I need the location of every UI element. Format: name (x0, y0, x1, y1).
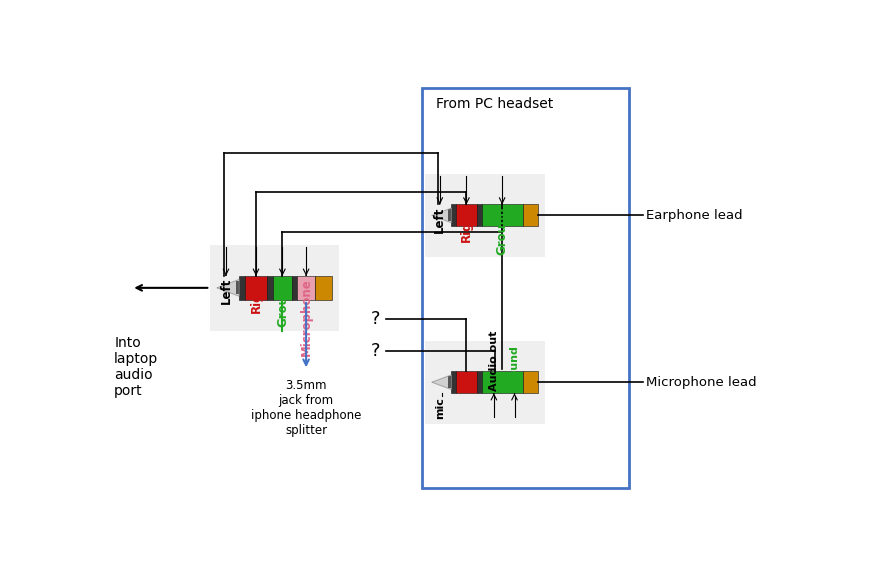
Bar (297, 276, 315, 300)
Polygon shape (217, 279, 239, 296)
Bar (523, 205, 538, 226)
Bar (482, 205, 523, 226)
Text: From PC headset: From PC headset (436, 97, 553, 111)
Text: Microphone lead: Microphone lead (646, 376, 757, 389)
Text: Into
laptop
audio
port: Into laptop audio port (114, 336, 159, 398)
Bar (425, 174, 545, 257)
Bar (315, 276, 332, 300)
Bar (456, 205, 477, 226)
Text: mic: mic (435, 397, 446, 418)
Bar (448, 376, 453, 388)
Bar (477, 205, 482, 226)
Bar (268, 276, 273, 300)
Bar (236, 281, 240, 295)
Bar (292, 276, 297, 300)
Text: Left: Left (220, 278, 232, 304)
Bar (523, 371, 538, 393)
Bar (239, 276, 245, 300)
Text: Ground: Ground (509, 345, 519, 390)
Text: 3.5mm
jack from
iphone headphone
splitter: 3.5mm jack from iphone headphone splitte… (251, 379, 361, 437)
Bar (245, 276, 268, 300)
Polygon shape (432, 208, 451, 223)
Bar (451, 205, 456, 226)
Bar (210, 245, 338, 331)
Bar (482, 371, 523, 393)
Text: Right: Right (460, 207, 473, 242)
Polygon shape (432, 375, 451, 389)
Bar (273, 276, 292, 300)
Bar (456, 371, 477, 393)
Bar (422, 88, 629, 487)
Text: Right: Right (250, 278, 262, 314)
Bar (425, 340, 545, 424)
Bar (477, 371, 482, 393)
Bar (451, 371, 456, 393)
Text: ?: ? (371, 310, 381, 328)
Text: Ground: Ground (495, 207, 509, 255)
Text: Audio out: Audio out (489, 330, 499, 390)
Text: Left: Left (433, 207, 447, 233)
Bar (448, 209, 453, 222)
Text: ?: ? (371, 343, 381, 360)
Text: Microphone: Microphone (299, 278, 313, 356)
Text: Ground: Ground (276, 278, 289, 327)
Text: Earphone lead: Earphone lead (646, 209, 743, 222)
